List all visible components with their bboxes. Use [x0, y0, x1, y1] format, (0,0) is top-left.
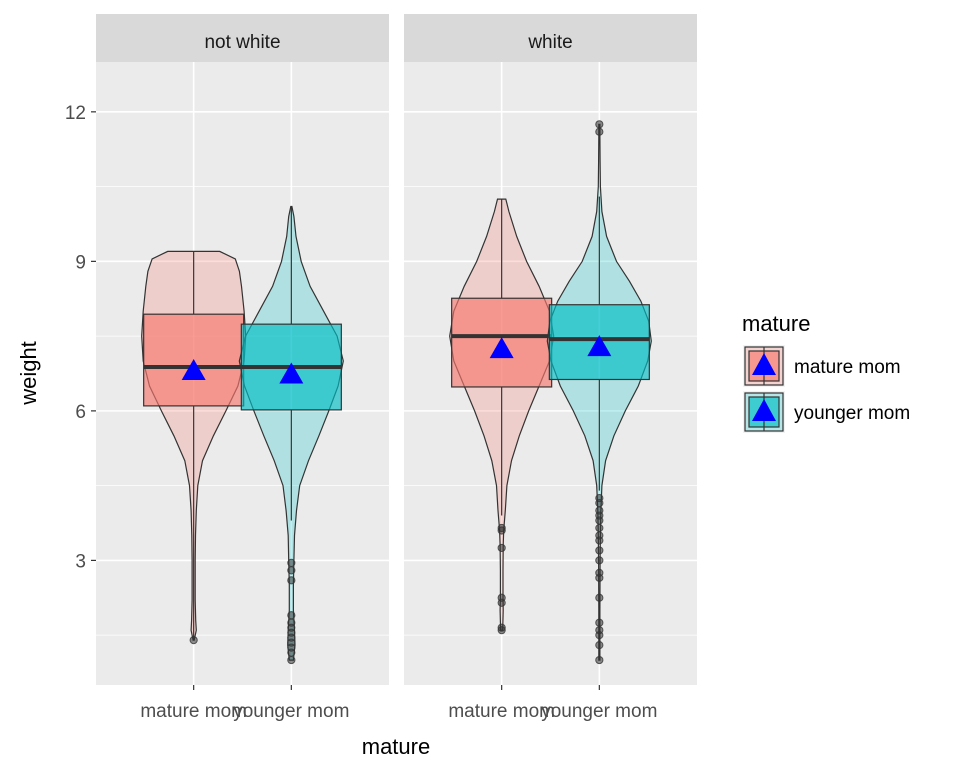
- group-younger-mom: [546, 120, 652, 665]
- outlier-point: [287, 576, 296, 585]
- y-tick-label: 9: [75, 252, 86, 273]
- x-axis-title: mature: [362, 734, 430, 759]
- y-axis: 3 6 9 12: [65, 103, 96, 572]
- outlier-point: [287, 566, 296, 575]
- mean-marker: [587, 335, 612, 357]
- outlier-point: [595, 127, 604, 136]
- outlier-point: [595, 618, 604, 627]
- outlier-point: [287, 611, 296, 620]
- facet-strip-label: not white: [204, 32, 280, 53]
- outlier-point: [595, 556, 604, 565]
- y-tick-label: 3: [75, 551, 86, 572]
- group-mature-mom: [141, 250, 247, 645]
- group-mature-mom: [449, 198, 555, 635]
- facet-strip: [404, 14, 697, 62]
- legend-entry: mature mom: [743, 345, 901, 387]
- y-tick-label: 6: [75, 402, 86, 423]
- outlier-point: [287, 558, 296, 567]
- mean-marker: [279, 362, 304, 384]
- mean-marker: [181, 359, 206, 381]
- outlier-point: [497, 523, 506, 533]
- outlier-point: [287, 618, 296, 627]
- outlier-point: [595, 531, 604, 540]
- outlier-point: [287, 655, 296, 665]
- legend-label: younger mom: [794, 403, 910, 424]
- outlier-point: [595, 593, 604, 602]
- outlier-point: [595, 626, 604, 635]
- facet-strip: [96, 14, 389, 62]
- outlier-point: [497, 593, 506, 602]
- legend-entry: younger mom: [743, 391, 910, 433]
- legend-title: mature: [742, 311, 810, 336]
- y-axis-title: weight: [16, 341, 41, 406]
- outlier-point: [595, 494, 604, 503]
- outlier-point: [595, 655, 604, 665]
- x-tick-label: mature mom: [140, 701, 247, 722]
- outlier-point: [595, 506, 604, 515]
- mean-marker: [489, 337, 514, 359]
- y-tick-label: 12: [65, 103, 86, 124]
- legend: mature mature mom younger mom: [742, 311, 910, 433]
- outlier-point: [595, 120, 604, 129]
- x-tick-label: mature mom: [448, 701, 555, 722]
- legend-mean-marker: [752, 353, 776, 375]
- x-tick-label: younger mom: [541, 701, 657, 722]
- outlier-point: [189, 636, 198, 645]
- x-tick-label: younger mom: [233, 701, 349, 722]
- outlier-point: [595, 641, 604, 650]
- outlier-point: [595, 568, 604, 577]
- legend-label: mature mom: [794, 357, 901, 378]
- outlier-point: [595, 523, 604, 533]
- outlier-point: [497, 623, 506, 632]
- group-younger-mom: [238, 205, 344, 665]
- outlier-point: [595, 546, 604, 555]
- legend-mean-marker: [752, 399, 776, 421]
- facet-strip-label: white: [527, 32, 572, 53]
- outlier-point: [497, 543, 506, 553]
